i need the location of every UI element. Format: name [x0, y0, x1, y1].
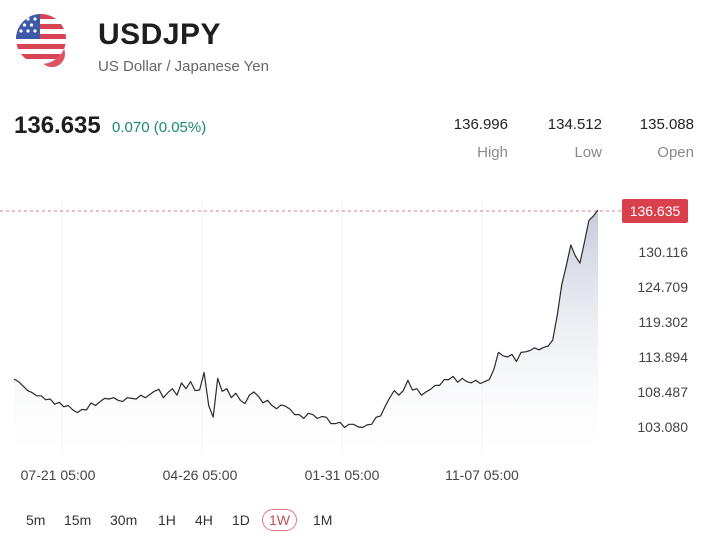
y-tick-label: 130.116	[638, 244, 688, 260]
high-stat: 136.996 High	[454, 116, 508, 161]
low-value: 134.512	[547, 116, 602, 133]
y-tick-label: 119.302	[638, 314, 688, 330]
current-price-label: 136.635	[630, 203, 681, 219]
price-line	[13, 209, 599, 429]
price-change: 0.070 (0.05%)	[112, 119, 207, 136]
timeframe-1w[interactable]: 1W	[262, 509, 297, 531]
symbol-title: USDJPY	[98, 18, 222, 51]
pair-name: US Dollar / Japanese Yen	[98, 58, 269, 75]
instrument-header: USDJPY US Dollar / Japanese Yen	[16, 12, 706, 82]
timeframe-4h[interactable]: 4H	[195, 512, 213, 528]
y-tick-label: 113.894	[638, 349, 688, 365]
open-label: Open	[657, 144, 694, 161]
x-tick-label: 11-07 05:00	[445, 467, 519, 483]
timeframe-30m[interactable]: 30m	[110, 512, 138, 528]
open-stat: 135.088 Open	[640, 116, 694, 161]
timeframe-1h[interactable]: 1H	[158, 512, 176, 528]
y-tick-label: 108.487	[637, 384, 688, 400]
high-value: 136.996	[453, 116, 508, 133]
last-price: 136.635	[14, 112, 101, 139]
open-value: 135.088	[639, 116, 694, 133]
low-label: Low	[574, 144, 602, 161]
low-stat: 134.512 Low	[548, 116, 602, 161]
timeframe-5m[interactable]: 5m	[26, 512, 46, 528]
high-label: High	[477, 144, 508, 161]
y-tick-label: 103.080	[637, 419, 688, 435]
y-tick-label: 124.709	[637, 279, 688, 295]
quote-summary: 136.635 0.070 (0.05%) 136.996 High 134.5…	[14, 112, 706, 172]
timeframe-15m[interactable]: 15m	[64, 512, 92, 528]
current-price-tag	[622, 199, 688, 223]
timeframe-1m[interactable]: 1M	[313, 512, 333, 528]
price-chart-svg[interactable]: 136.635 130.116 124.709 119.302 113.894 108.4…	[0, 180, 720, 500]
timeframe-1d[interactable]: 1D	[232, 512, 250, 528]
price-chart[interactable]: 136.635 130.116 124.709 119.302 113.894 108.4…	[0, 180, 720, 500]
x-tick-label: 04-26 05:00	[163, 467, 238, 483]
us-flag-icon	[16, 14, 67, 69]
x-tick-label: 07-21 05:00	[21, 467, 96, 483]
timeframe-selector: 5m 15m 30m 1H 4H 1D 1W 1M	[0, 508, 720, 534]
x-tick-label: 01-31 05:00	[305, 467, 380, 483]
